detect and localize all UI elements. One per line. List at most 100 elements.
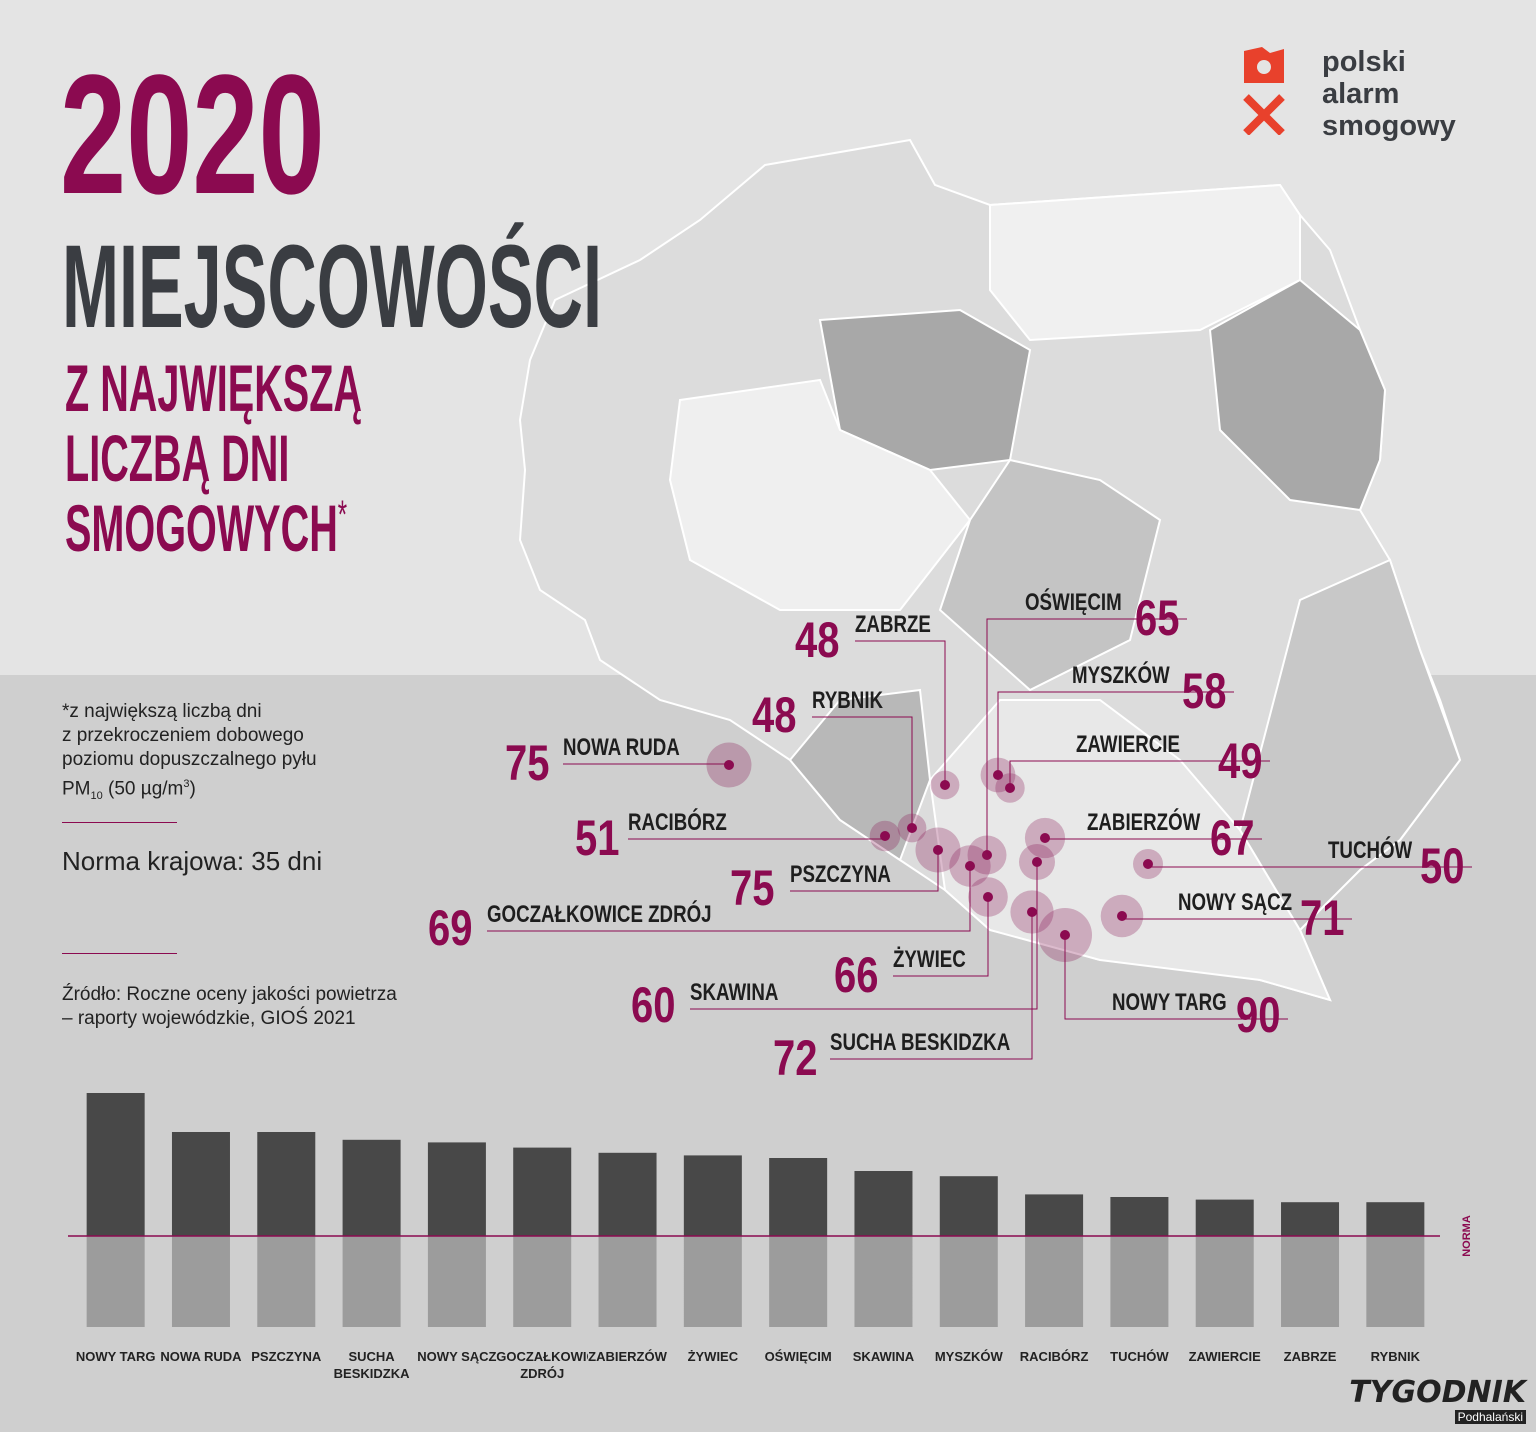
city-dot xyxy=(1027,907,1037,917)
x-label-box: NOWY SĄCZ xyxy=(417,1349,497,1364)
norm-label: NORMA xyxy=(1461,1215,1473,1257)
subtitle-text: SMOGOWYCH xyxy=(65,491,338,565)
city-name: SUCHA BESKIDZKA xyxy=(830,1029,1010,1056)
city-value: 75 xyxy=(505,735,549,791)
map-outline xyxy=(518,138,1462,1002)
x-label-box: OŚWIĘCIM xyxy=(765,1349,832,1364)
city-value: 69 xyxy=(428,900,472,956)
x-tick-label: SKAWINA xyxy=(852,1349,915,1364)
leader-line xyxy=(1009,760,1270,788)
bar xyxy=(598,1152,657,1327)
x-tick-label: NOWY SĄCZ xyxy=(417,1349,497,1364)
city-value: 49 xyxy=(1218,733,1262,789)
pm: PM xyxy=(62,778,91,800)
x-label-box: NOWA RUDA xyxy=(160,1349,242,1364)
footnote: *z największą liczbą dni z przekroczenie… xyxy=(62,700,317,808)
x-label-box: SUCHA BESKIDZKA xyxy=(334,1349,410,1381)
bar xyxy=(1281,1202,1340,1327)
x-tick-label: PSZCZYNA xyxy=(251,1349,322,1364)
bar xyxy=(171,1132,230,1327)
bar xyxy=(1025,1194,1084,1327)
city-name: SKAWINA xyxy=(690,979,778,1006)
pm-sup: 3 xyxy=(183,778,190,790)
city-dot xyxy=(933,845,943,855)
city-name: NOWA RUDA xyxy=(563,734,680,761)
subtitle-line: LICZBĄ DNI xyxy=(65,421,290,495)
city-name: ŻYWIEC xyxy=(893,946,966,973)
x-tick-label: ZABRZE xyxy=(1283,1349,1337,1364)
subtitle-line: Z NAJWIĘKSZĄ xyxy=(65,351,362,425)
city-dot xyxy=(1005,783,1015,793)
pm-sub: 10 xyxy=(90,790,103,803)
leader-line xyxy=(790,850,939,892)
city-name: GOCZAŁKOWICE ZDRÓJ xyxy=(487,900,712,928)
city-value: 67 xyxy=(1210,810,1254,866)
leader-line xyxy=(1064,935,1288,1020)
x-label-box: SKAWINA xyxy=(852,1349,915,1364)
watermark-brand: TYGODNIK xyxy=(1349,1375,1526,1410)
leader-line xyxy=(855,640,946,785)
city-dot xyxy=(880,831,890,841)
asterisk: * xyxy=(337,493,348,537)
x-label-box: ŻYWIEC xyxy=(688,1349,739,1364)
bar xyxy=(257,1132,316,1327)
leader-line xyxy=(986,618,1187,855)
city-value: 51 xyxy=(575,810,619,866)
city-dot xyxy=(1117,911,1127,921)
bar xyxy=(939,1176,998,1327)
footnote-line: *z największą liczbą dni xyxy=(62,701,262,722)
watermark: TYGODNIK Podhalański xyxy=(1349,1378,1526,1426)
city-name: TUCHÓW xyxy=(1328,836,1413,864)
city-dot xyxy=(1060,930,1070,940)
x-tick-label: TUCHÓW xyxy=(1110,1349,1169,1364)
city-value: 65 xyxy=(1135,590,1179,646)
bar xyxy=(683,1155,742,1327)
x-tick-label: GOCZAŁKOWICE ZDRÓJ xyxy=(496,1349,588,1381)
footnote-line: PM10 (50 µg/m3) xyxy=(62,772,317,808)
city-dot xyxy=(993,770,1003,780)
x-tick-label: NOWY TARG xyxy=(75,1349,156,1364)
city-dot xyxy=(940,780,950,790)
year: 2020 xyxy=(60,40,325,230)
city-name: RYBNIK xyxy=(812,687,883,714)
city-dot xyxy=(983,892,993,902)
leader-line xyxy=(830,912,1033,1060)
pm-end: ) xyxy=(189,778,196,800)
city-dot xyxy=(1032,857,1042,867)
city-dot xyxy=(965,861,975,871)
city-value: 58 xyxy=(1182,663,1226,719)
x-label-box: ZABIERZÓW xyxy=(588,1349,667,1364)
city-value: 75 xyxy=(730,860,774,916)
divider xyxy=(62,953,177,954)
city-name: NOWY SĄCZ xyxy=(1178,889,1292,916)
city-dot xyxy=(982,850,992,860)
x-label-box: ZABRZE xyxy=(1283,1349,1337,1364)
subtitle-line: SMOGOWYCH* xyxy=(65,495,347,561)
source: Źródło: Roczne oceny jakości powietrza –… xyxy=(62,983,397,1031)
city-name: ZABRZE xyxy=(855,611,931,638)
logo-text: smogowy xyxy=(1322,110,1456,142)
leader-line xyxy=(997,691,1234,775)
x-label-box: TUCHÓW xyxy=(1110,1349,1169,1364)
bar xyxy=(1195,1199,1254,1327)
x-tick-label: NOWA RUDA xyxy=(160,1349,242,1364)
footnote-line: poziomu dopuszczalnego pyłu xyxy=(62,749,317,770)
logo-text: alarm xyxy=(1322,78,1400,110)
leader-line xyxy=(893,897,989,977)
city-name: PSZCZYNA xyxy=(790,861,891,888)
city-name: NOWY TARG xyxy=(1112,989,1227,1016)
x-label-box: ZAWIERCIE xyxy=(1188,1349,1261,1364)
bar xyxy=(854,1171,913,1327)
x-tick-label: ZAWIERCIE xyxy=(1188,1349,1261,1364)
x-tick-label: RYBNIK xyxy=(1370,1349,1421,1364)
city-name: RACIBÓRZ xyxy=(628,808,727,836)
city-value: 50 xyxy=(1420,838,1464,894)
source-line: Źródło: Roczne oceny jakości powietrza xyxy=(62,984,397,1005)
city-value: 72 xyxy=(773,1030,817,1086)
source-line: – raporty wojewódzkie, GIOŚ 2021 xyxy=(62,1008,356,1029)
bar xyxy=(342,1139,401,1327)
leader-line xyxy=(487,866,971,932)
footnote-line: z przekroczeniem dobowego xyxy=(62,725,304,746)
